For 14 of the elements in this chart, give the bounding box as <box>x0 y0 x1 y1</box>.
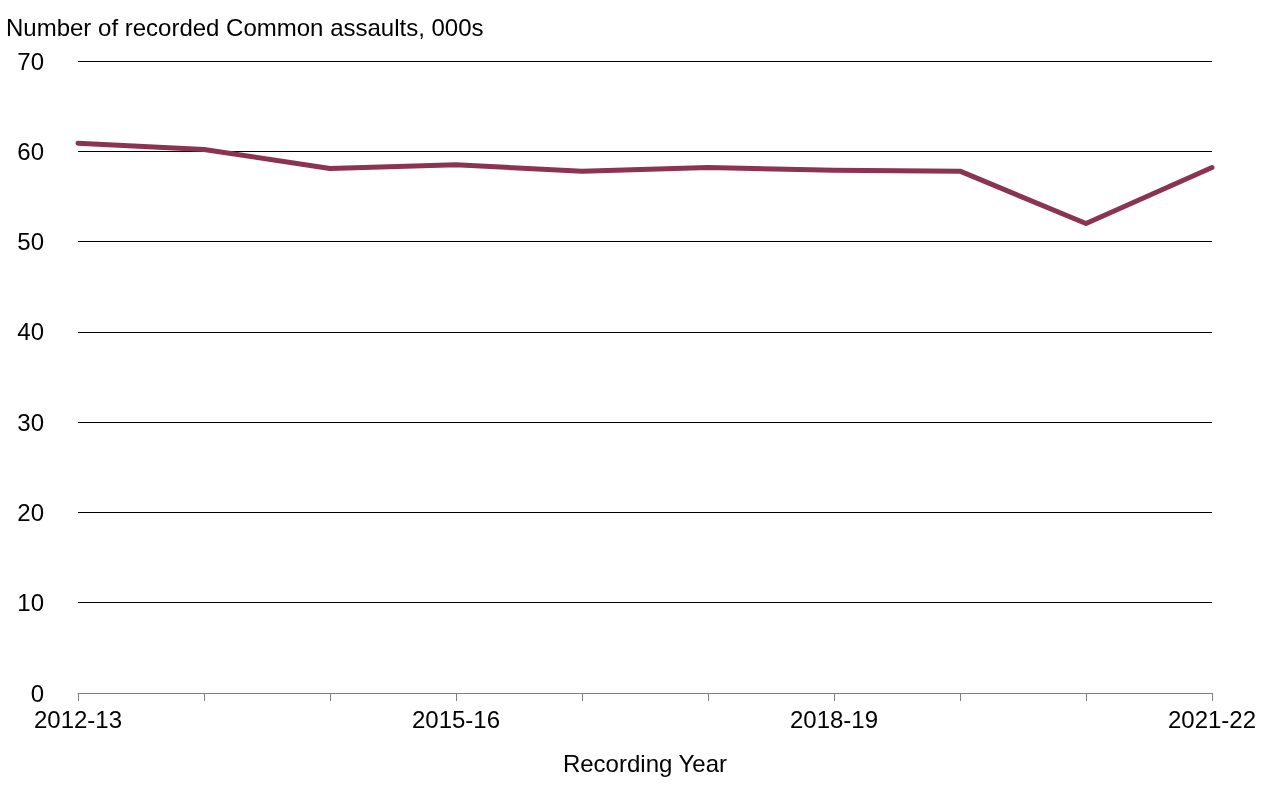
y-tick-label: 30 <box>17 408 44 436</box>
x-tick-label: 2015-16 <box>411 705 501 733</box>
y-tick-label: 50 <box>17 228 44 256</box>
y-tick-label: 70 <box>17 47 44 75</box>
y-tick-label: 20 <box>17 498 44 526</box>
x-tick-label: 2012-13 <box>33 705 123 733</box>
y-tick-label: 0 <box>30 679 44 707</box>
y-tick-label: 40 <box>17 318 44 346</box>
y-tick-label: 10 <box>17 589 44 617</box>
x-axis-title: Recording Year <box>562 749 728 777</box>
x-tick-label: 2021-22 <box>1167 705 1257 733</box>
y-axis-title: Number of recorded Common assaults, 000s <box>6 13 484 41</box>
y-tick-label: 60 <box>17 137 44 165</box>
x-tick-label: 2018-19 <box>789 705 879 733</box>
